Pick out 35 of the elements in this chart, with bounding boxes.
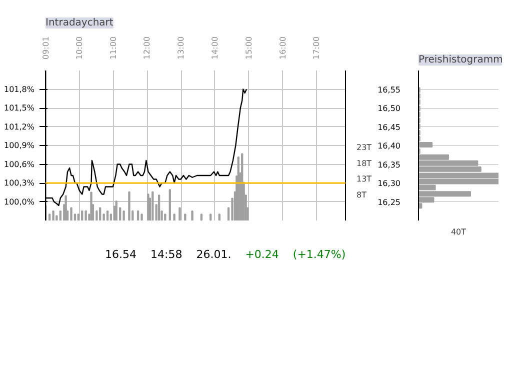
y-tick-label: 16,35 (378, 160, 401, 170)
y-tick-label: 101,5% (4, 104, 35, 112)
y2-tick-label: 13T (356, 174, 372, 184)
y-tick-label: 16,25 (378, 198, 401, 207)
x-tick-label: 13:00 (176, 36, 186, 60)
y-tick-label: 16,50 (378, 104, 401, 113)
x-tick-label: 14:00 (210, 36, 220, 60)
y-tick-label: 101,8% (4, 84, 35, 94)
y2-tick-label: 18T (356, 158, 372, 168)
y-tick-label: 100,6% (4, 160, 35, 169)
x-tick-label: 09:01 (42, 36, 51, 60)
y2-tick-label: 8T (356, 190, 367, 200)
y-tick-label: 16,45 (378, 122, 401, 132)
y-tick-label: 100,0% (4, 197, 35, 206)
x-tick-label: 10:00 (74, 36, 84, 60)
text: +0.24 (245, 248, 279, 261)
text: 14:58 (150, 248, 182, 261)
text: (+1.47%) (292, 248, 346, 261)
x-tick-label: 16:00 (278, 36, 288, 60)
x-tick-label: 15:00 (244, 36, 254, 60)
text: 40T (450, 228, 466, 236)
chart-title: Preishistogramm (418, 54, 503, 66)
x-tick-label: 12:00 (142, 36, 152, 60)
chart-title: Intradaychart (46, 18, 114, 28)
y-tick-label: 101,2% (4, 122, 35, 132)
text: 16.54 (105, 248, 136, 261)
y-tick-label: 16,40 (378, 142, 401, 150)
y2-tick-label: 23T (356, 142, 372, 152)
x-tick-label: 11:00 (108, 36, 118, 60)
y-tick-label: 100,9% (4, 141, 35, 150)
y-tick-label: 16,55 (378, 85, 401, 94)
text: 26.01. (196, 248, 232, 261)
y-tick-label: 100,3% (4, 178, 35, 188)
x-tick-label: 17:00 (312, 36, 322, 60)
y-tick-label: 16,30 (378, 179, 401, 188)
